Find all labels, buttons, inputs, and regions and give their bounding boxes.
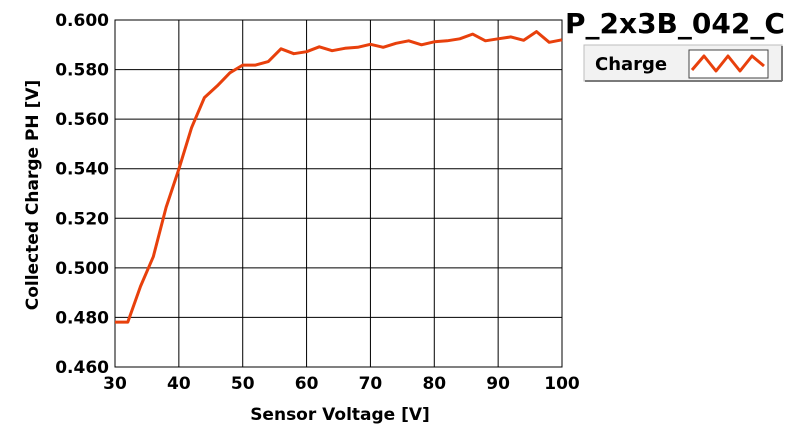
chart-title: P_2x3B_042_C	[565, 7, 785, 40]
series-line-charge	[115, 30, 563, 324]
legend-entry-label: Charge	[595, 54, 667, 75]
y-tick-label: 0.540	[55, 160, 109, 180]
x-tick-labels: 30 40 50 60 70 80 90 100	[103, 374, 580, 394]
legend: Charge	[583, 44, 783, 82]
y-tick-label: 0.460	[55, 358, 109, 378]
plot-area	[114, 19, 563, 368]
legend-swatch-line	[690, 54, 765, 73]
y-axis-label: Collected Charge PH [V]	[23, 80, 43, 311]
x-tick-label: 60	[295, 374, 319, 394]
x-tick-label: 40	[167, 374, 191, 394]
x-axis-label: Sensor Voltage [V]	[250, 405, 430, 425]
grid	[115, 20, 562, 367]
x-tick-label: 70	[359, 374, 383, 394]
x-tick-label: 80	[422, 374, 446, 394]
y-tick-label: 0.520	[55, 209, 109, 229]
x-tick-label: 50	[231, 374, 255, 394]
y-tick-label: 0.500	[55, 259, 109, 279]
y-tick-labels: 0.460 0.480 0.500 0.520 0.540 0.560 0.580 0.600	[55, 11, 109, 378]
y-tick-label: 0.560	[55, 110, 109, 130]
y-tick-label: 0.480	[55, 308, 109, 328]
x-tick-label: 90	[486, 374, 510, 394]
y-tick-label: 0.580	[55, 61, 109, 81]
y-tick-label: 0.600	[55, 11, 109, 31]
legend-swatch-box	[688, 49, 769, 79]
x-tick-label: 100	[544, 374, 580, 394]
x-tick-label: 30	[103, 374, 127, 394]
